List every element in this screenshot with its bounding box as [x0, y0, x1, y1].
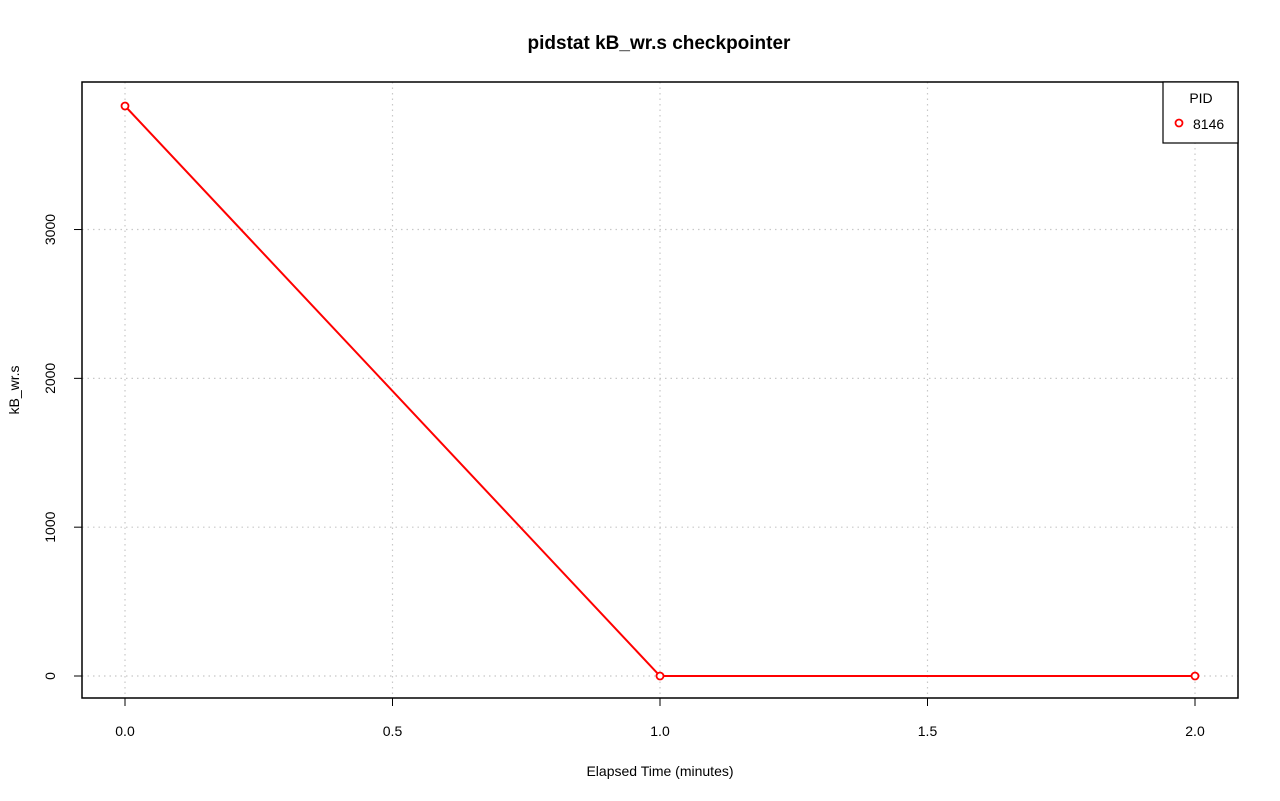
x-tick-label: 1.0: [650, 723, 670, 739]
x-tick-label: 2.0: [1185, 723, 1205, 739]
legend-label-8146: 8146: [1193, 116, 1224, 132]
legend-box: [1162, 81, 1239, 144]
x-tick-label: 0.0: [115, 723, 135, 739]
series-layer: [120, 101, 1200, 681]
y-tick-label: 2000: [42, 363, 58, 394]
plot-frame: [81, 81, 1239, 699]
legend: PID 8146: [1162, 81, 1239, 144]
legend-marker-8146: [1174, 118, 1184, 128]
chart-title: pidstat kB_wr.s checkpointer: [528, 33, 792, 54]
x-tick-label: 1.5: [918, 723, 938, 739]
y-tick-label: 0: [42, 672, 58, 680]
axis-ticks: 0.0 0.5 1.0 1.5 2.0 0 1000 2000 3000: [42, 214, 1205, 739]
legend-title: PID: [1189, 90, 1212, 106]
data-point-8146: [655, 671, 665, 681]
data-point-8146: [1190, 671, 1200, 681]
y-tick-label: 3000: [42, 214, 58, 245]
grid-lines: [82, 82, 1238, 698]
y-tick-label: 1000: [42, 511, 58, 542]
data-point-8146: [120, 101, 130, 111]
y-axis-label: kB_wr.s: [6, 365, 22, 414]
x-axis-label: Elapsed Time (minutes): [586, 763, 733, 779]
x-tick-label: 0.5: [383, 723, 403, 739]
